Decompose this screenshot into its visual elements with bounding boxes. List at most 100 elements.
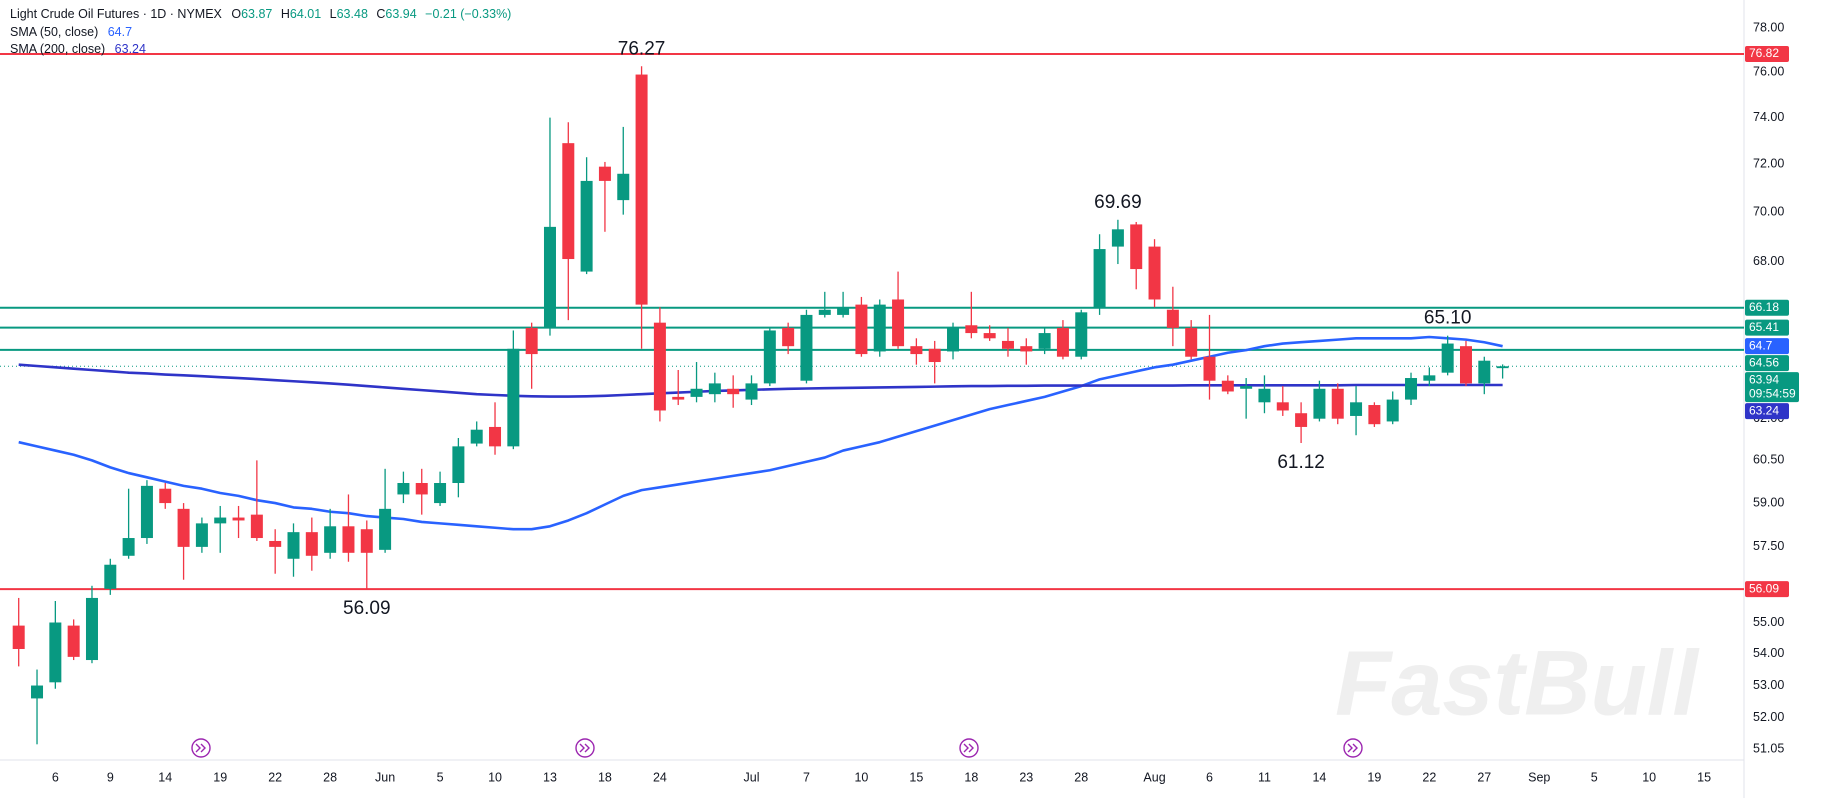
candle-body	[269, 540, 282, 547]
x-tick-label: 19	[213, 770, 227, 784]
x-tick-label: 14	[158, 770, 172, 784]
level-badge	[1745, 319, 1789, 336]
candle-body	[562, 143, 575, 260]
quote-key: O	[231, 7, 241, 21]
candle-body	[653, 322, 666, 411]
legend-name: SMA (200, close)	[10, 42, 105, 56]
sma-line	[18, 335, 1503, 531]
candle-body	[324, 526, 337, 553]
y-tick-label: 68.00	[1753, 254, 1784, 268]
candle-body	[1258, 388, 1271, 403]
level-badge	[1745, 299, 1789, 316]
candle-body	[580, 180, 593, 272]
legend-entry[interactable]: SMA (200, close) 63.24	[10, 42, 146, 56]
candle-body	[818, 309, 831, 315]
candle-body	[434, 483, 447, 504]
x-tick-label: 14	[1312, 770, 1326, 784]
y-tick-label: 55.00	[1753, 615, 1784, 629]
candle-body	[1221, 380, 1234, 392]
legend-name: SMA (50, close)	[10, 25, 98, 39]
y-tick-label: 72.00	[1753, 157, 1784, 171]
x-tick-label: 6	[1206, 770, 1213, 784]
instrument-title: Light Crude Oil Futures · 1D · NYMEX	[10, 7, 223, 21]
x-tick-label: Jul	[744, 770, 760, 784]
y-tick-label: 59.00	[1753, 495, 1784, 509]
candle-body	[947, 327, 960, 352]
candle-body	[543, 226, 556, 328]
candle-body	[1331, 388, 1344, 419]
candle-body	[67, 625, 80, 657]
y-tick-label: 53.00	[1753, 678, 1784, 692]
candle-body	[177, 508, 190, 547]
last-price-badge	[1745, 372, 1799, 403]
x-tick-label: 10	[488, 770, 502, 784]
quote-value: 63.87	[241, 7, 272, 21]
candle-body	[122, 538, 135, 556]
candle-body	[1459, 346, 1472, 384]
x-tick-label: 23	[1019, 770, 1033, 784]
candle-body	[1478, 360, 1491, 384]
event-icon[interactable]	[1343, 738, 1363, 758]
x-tick-label: Aug	[1143, 770, 1165, 784]
x-tick-label: 18	[598, 770, 612, 784]
sma-badge-text: 64.7	[1749, 338, 1773, 352]
quote-key: L	[330, 7, 337, 21]
watermark-layer: FastBull	[1335, 632, 1700, 734]
sma-line	[18, 363, 1503, 398]
candle-body	[727, 388, 740, 395]
x-tick-label: 5	[1591, 770, 1598, 784]
x-tick-label: 27	[1477, 770, 1491, 784]
candle-body	[690, 388, 703, 397]
plot-area: 76.27 69.69 65.10 56.09 61.12	[0, 38, 1744, 745]
candle-body	[470, 429, 483, 444]
event-icon[interactable]	[959, 738, 979, 758]
candle-body	[855, 304, 868, 355]
x-tick-label: 9	[107, 770, 114, 784]
y-tick-label: 60.50	[1753, 453, 1784, 467]
y-tick-label: 76.00	[1753, 65, 1784, 79]
watermark: FastBull	[1335, 632, 1700, 734]
candle-body	[635, 74, 648, 305]
high-annotation: 76.27	[618, 38, 666, 59]
event-icon[interactable]	[191, 738, 211, 758]
candle-body	[1405, 378, 1418, 400]
candle-body	[305, 532, 318, 556]
candle-body	[287, 532, 300, 559]
candle-body	[1350, 402, 1363, 416]
candle-body	[672, 396, 685, 400]
y-tick-label: 54.00	[1753, 646, 1784, 660]
legend-entry[interactable]: SMA (50, close) 64.7	[10, 25, 132, 39]
candle-body	[1240, 386, 1253, 389]
candle-body	[1203, 356, 1216, 381]
high-annotation: 69.69	[1094, 192, 1142, 213]
candle-body	[342, 526, 355, 553]
candle-body	[379, 508, 392, 550]
last-price-badge-text: 63.94	[1749, 372, 1779, 386]
quote-value: 63.94	[385, 7, 416, 21]
candle-body	[1001, 340, 1014, 349]
candle-body	[763, 330, 776, 384]
candle-body	[1056, 327, 1069, 357]
low-annotation: 56.09	[343, 598, 391, 619]
quote-key: H	[281, 7, 290, 21]
candle-body	[397, 483, 410, 495]
y-tick-label: 57.50	[1753, 539, 1784, 553]
event-icon[interactable]	[575, 738, 595, 758]
candle-body	[708, 383, 721, 395]
y-tick-label: 78.00	[1753, 20, 1784, 34]
quote-value: 63.48	[337, 7, 368, 21]
candle-body	[1423, 375, 1436, 381]
x-tick-label: 15	[1697, 770, 1711, 784]
candle-body	[140, 485, 153, 539]
x-tick-label: Jun	[375, 770, 395, 784]
candle-body	[232, 517, 245, 521]
candle-body	[910, 346, 923, 355]
candle-body	[1313, 388, 1326, 419]
header-line: Light Crude Oil Futures · 1D · NYMEX O63…	[10, 7, 511, 21]
candle-body	[104, 564, 117, 589]
level-badge-text: 66.18	[1749, 300, 1779, 314]
x-tick-label: 19	[1367, 770, 1381, 784]
level-badge	[1745, 581, 1789, 598]
